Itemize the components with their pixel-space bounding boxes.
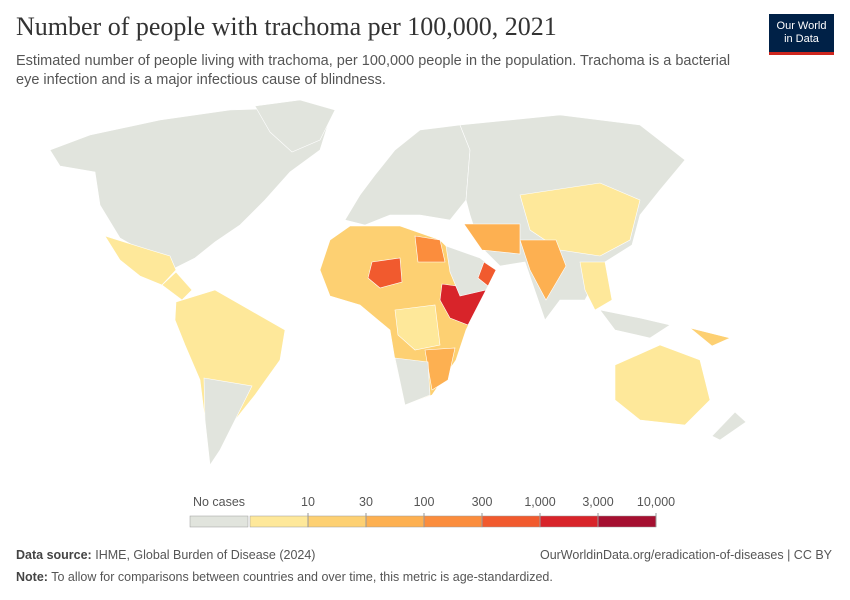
legend-bin [307,515,367,528]
legend-bin [539,515,599,528]
land [344,124,471,226]
note-text: To allow for comparisons between countri… [51,570,553,584]
legend-tick-label: 300 [472,495,493,509]
land [579,261,613,311]
land [445,245,497,297]
land [599,309,671,339]
logo[interactable]: Our World in Data [769,14,834,55]
legend-bin [597,515,657,528]
title: Number of people with trachoma per 100,0… [16,12,557,41]
land [394,357,431,406]
legend-bin [249,515,309,528]
land [174,289,286,466]
legend-tick-label: 30 [359,495,373,509]
source-label: Data source: [16,548,92,562]
note: Note: To allow for comparisons between c… [16,570,553,584]
land [49,107,331,269]
legend-tick-label: 3,000 [582,495,613,509]
source: Data source: IHME, Global Burden of Dise… [16,548,315,562]
legend-tick-label: 1,000 [524,495,555,509]
logo-line: in Data [784,33,819,45]
no-data-label: No cases [193,495,245,509]
legend-tick-label: 10,000 [637,495,675,509]
legend-bin [423,515,483,528]
url[interactable]: OurWorldinData.org/eradication-of-diseas… [539,548,832,562]
land [463,223,521,255]
map-shapes [49,99,747,466]
land [689,327,731,347]
land [414,235,446,263]
land [394,304,441,351]
land [519,182,641,257]
legend-bin [365,515,425,528]
land [614,344,711,426]
subtitle: Estimated number of people living with t… [16,53,731,88]
land [203,377,253,466]
land [711,411,747,441]
land [254,99,336,153]
land [367,257,403,289]
land [477,261,497,287]
land [104,235,177,286]
note-label: Note: [16,570,48,584]
legend-tick-label: 10 [301,495,315,509]
land [519,239,567,301]
source-text: IHME, Global Burden of Disease (2024) [95,548,316,562]
land [424,347,456,391]
legend-bin [481,515,541,528]
logo-line: Our World [776,20,827,32]
legend-tick-label: 100 [414,495,435,509]
legend: No cases 10 30 100 300 1,000 3,000 10,000 [189,495,675,528]
land [161,271,193,301]
no-data-swatch [189,515,249,528]
